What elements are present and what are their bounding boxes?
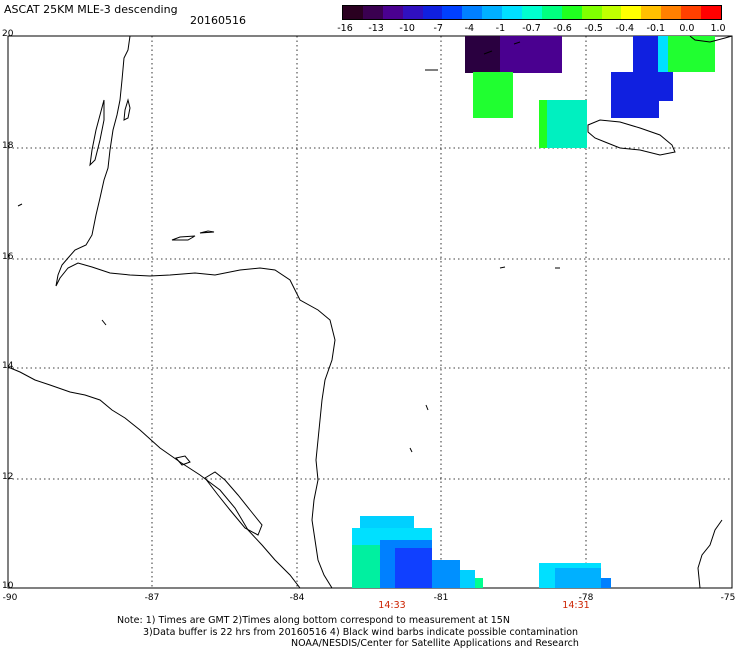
lat-label: 16: [2, 252, 14, 262]
colorbar-segment: [621, 6, 642, 19]
lon-label: -84: [289, 593, 305, 603]
colorbar: [342, 5, 722, 20]
lat-label: 14: [2, 361, 14, 371]
lat-label: 18: [2, 141, 14, 151]
note-line-3: NOAA/NESDIS/Center for Satellite Applica…: [291, 638, 579, 649]
colorbar-segment: [402, 6, 423, 19]
colorbar-segment: [581, 6, 602, 19]
colorbar-segment: [422, 6, 443, 19]
map-date: 20160516: [190, 14, 246, 27]
colorbar-segment: [502, 6, 523, 19]
colorbar-segment: [442, 6, 463, 19]
lon-label: -87: [144, 593, 160, 603]
gridlines: [8, 36, 732, 588]
lon-label: -75: [720, 593, 736, 603]
colorbar-tick-label: -10: [399, 23, 415, 34]
pass-time-label: 14:31: [562, 600, 590, 611]
lon-label: -81: [433, 593, 449, 603]
lat-label: 12: [2, 472, 14, 482]
wind-cells-south: [352, 516, 611, 588]
colorbar-segment: [482, 6, 503, 19]
colorbar-segment: [382, 6, 403, 19]
colorbar-segment: [601, 6, 622, 19]
colorbar-segment: [641, 6, 662, 19]
colorbar-segment: [343, 6, 363, 19]
coastline: [7, 35, 733, 589]
map-title: ASCAT 25KM MLE-3 descending: [4, 3, 178, 16]
lat-label: 10: [2, 581, 14, 591]
colorbar-tick-label: -16: [337, 23, 353, 34]
colorbar-tick-label: -1: [495, 23, 506, 34]
map-frame: [7, 35, 733, 589]
note-line-1: Note: 1) Times are GMT 2)Times along bot…: [117, 615, 510, 626]
lon-label: -78: [578, 593, 594, 603]
lat-label: 20: [2, 29, 14, 39]
lon-label: -90: [2, 593, 18, 603]
wind-cells-north: [465, 36, 715, 148]
colorbar-segment: [541, 6, 562, 19]
colorbar-tick-label: -0.7: [522, 23, 541, 34]
colorbar-segment: [561, 6, 582, 19]
colorbar-segment: [681, 6, 702, 19]
note-line-2: 3)Data buffer is 22 hrs from 20160516 4)…: [143, 627, 579, 638]
colorbar-tick-label: -7: [433, 23, 443, 34]
colorbar-tick-label: -0.4: [615, 23, 635, 34]
colorbar-tick-label: 1.0: [710, 23, 726, 34]
pass-time-label: 14:33: [378, 600, 406, 611]
colorbar-tick-label: -0.6: [553, 23, 572, 34]
colorbar-segment: [362, 6, 383, 19]
colorbar-segment: [701, 6, 721, 19]
colorbar-tick-label: -4: [464, 23, 475, 34]
colorbar-segment: [462, 6, 483, 19]
colorbar-tick-label: -0.1: [646, 23, 666, 34]
colorbar-tick-label: -13: [368, 23, 384, 34]
colorbar-segment: [661, 6, 682, 19]
colorbar-tick-label: 0.0: [679, 23, 695, 34]
colorbar-tick-label: -0.5: [584, 23, 603, 34]
colorbar-segment: [522, 6, 542, 19]
